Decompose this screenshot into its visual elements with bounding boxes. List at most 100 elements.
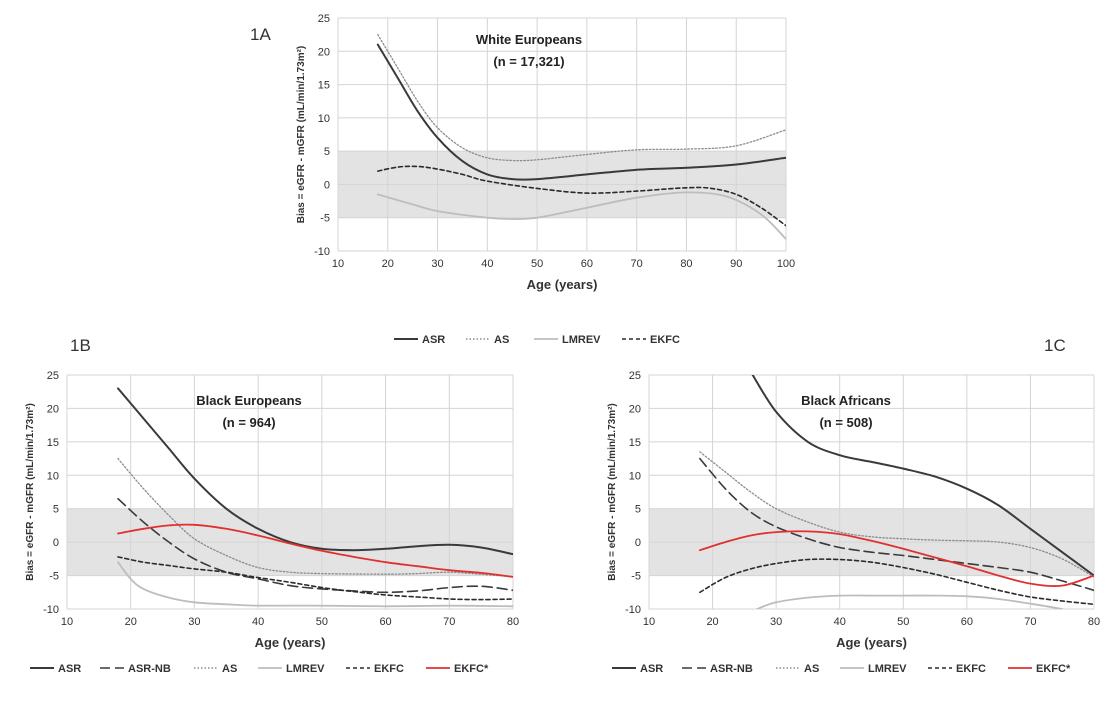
- chart-1b-series-ekfc: [117, 556, 513, 601]
- legend-bottom-left-label-ekfc-star: EKFC*: [454, 663, 489, 675]
- chart-1c-xtick-70: 70: [1024, 616, 1036, 628]
- chart-1a-ytick-15: 15: [318, 80, 330, 92]
- chart-1b-ytick-20: 20: [47, 403, 59, 415]
- chart-1c-ytick-10: 10: [629, 470, 641, 482]
- chart-1a-inset-n: (n = 17,321): [493, 54, 564, 69]
- chart-1a-xtick-90: 90: [730, 258, 742, 270]
- chart-1c-inset-title: Black Africans: [801, 393, 891, 408]
- legend-bottom-left: ASR ASR-NB AS LMREV EKFC EKFC*: [30, 663, 489, 675]
- chart-1b-xtick-80: 80: [507, 616, 519, 628]
- chart-1b-black-europeans: 10 20 30 40 50 60 70 80 -10 -5 0 5 10 15 20 25 Age (year…: [25, 370, 519, 650]
- chart-1b-ytick-0: 0: [53, 537, 59, 549]
- chart-1c-ytick-15: 15: [629, 437, 641, 449]
- chart-1c-series-as: [699, 451, 1094, 578]
- legend-bottom-left-label-asr: ASR: [58, 663, 81, 675]
- chart-1b-ylabel: Bias = eGFR - mGFR (mL/min/1.73m²): [25, 403, 36, 581]
- chart-1c-xtick-30: 30: [770, 616, 782, 628]
- chart-1b-ytick-15: 15: [47, 437, 59, 449]
- chart-1b-series-asr-nb: [117, 497, 513, 594]
- chart-1c-series-ekfc: [699, 558, 1094, 606]
- legend-top-label-lmrev: LMREV: [562, 334, 601, 346]
- legend-bottom-left-label-lmrev: LMREV: [286, 663, 325, 675]
- chart-1b-ytick-5: -5: [49, 571, 59, 583]
- chart-1c-xtick-10: 10: [643, 616, 655, 628]
- chart-1c-xtick-80: 80: [1088, 616, 1100, 628]
- chart-1b-xtick-70: 70: [443, 616, 455, 628]
- chart-1b-ytick-10: 10: [47, 470, 59, 482]
- legend-bottom-right-label-ekfc: EKFC: [956, 663, 986, 675]
- chart-1c-xtick-40: 40: [834, 616, 846, 628]
- chart-1a-xtick-40: 40: [481, 258, 493, 270]
- chart-1b-series-as: [117, 457, 513, 578]
- chart-1a-xtick-80: 80: [680, 258, 692, 270]
- chart-1b-inset-n: (n = 964): [222, 415, 275, 430]
- panel-label-1b: 1B: [70, 336, 91, 355]
- chart-1c-series-ekfc-star: [699, 530, 1094, 587]
- chart-1c-ytick-20: 20: [629, 403, 641, 415]
- chart-1a-ytick-10: -10: [314, 246, 330, 258]
- legend-bottom-right-label-as: AS: [804, 663, 819, 675]
- chart-1a-xtick-70: 70: [631, 258, 643, 270]
- chart-1a-xtick-10: 10: [332, 258, 344, 270]
- legend-bottom-right-label-asr-nb: ASR-NB: [710, 663, 753, 675]
- legend-bottom-left-label-as: AS: [222, 663, 237, 675]
- chart-1a-xtick-100: 100: [777, 258, 795, 270]
- panel-label-1c: 1C: [1044, 336, 1066, 355]
- chart-1a-series-lmrev: [376, 191, 786, 240]
- chart-1a-xtick-20: 20: [382, 258, 394, 270]
- chart-1a-ylabel: Bias = eGFR - mGFR (mL/min/1.73m²): [296, 46, 307, 224]
- legend-top-label-ekfc: EKFC: [650, 334, 680, 346]
- chart-1c-series-lmrev: [756, 594, 1064, 609]
- chart-1a-ytick-0: 0: [324, 179, 330, 191]
- chart-1a-ytick-5: 5: [324, 146, 330, 158]
- legend-bottom-left-label-asr-nb: ASR-NB: [128, 663, 171, 675]
- chart-1c-ytick-5: 5: [635, 504, 641, 516]
- chart-1b-series-asr: [117, 387, 513, 556]
- chart-1a-xlabel: Age (years): [527, 277, 598, 292]
- chart-1c-series-asr-nb: [699, 457, 1094, 592]
- chart-1a-xtick-30: 30: [431, 258, 443, 270]
- legend-bottom-right-label-asr: ASR: [640, 663, 663, 675]
- chart-1b-xtick-60: 60: [379, 616, 391, 628]
- chart-1a-ytick-5: -5: [320, 213, 330, 225]
- chart-1a-ytick-20: 20: [318, 46, 330, 58]
- chart-1a-series-as: [377, 33, 786, 162]
- chart-1b-xtick-50: 50: [316, 616, 328, 628]
- chart-1c-series-asr: [751, 375, 1094, 577]
- chart-1c-ytick-10: -10: [625, 604, 641, 616]
- legend-top-label-as: AS: [494, 334, 509, 346]
- panel-label-1a: 1A: [250, 25, 271, 44]
- chart-1a-series-asr: [376, 43, 786, 181]
- chart-1b-ytick-5: 5: [53, 504, 59, 516]
- chart-1a-xtick-50: 50: [531, 258, 543, 270]
- chart-1a-ytick-10: 10: [318, 113, 330, 125]
- chart-1c-ytick-0: 0: [635, 537, 641, 549]
- chart-1b-xtick-40: 40: [252, 616, 264, 628]
- chart-1c-ylabel: Bias = eGFR - mGFR (mL/min/1.73m²): [607, 403, 618, 581]
- chart-1a-white-europeans: 10 20 30 40 50 60 70 80 90 100 -10 -5 0 5 10 15 20 25 Age …: [296, 13, 795, 292]
- chart-1b-ytick-25: 25: [47, 370, 59, 382]
- chart-1b-xtick-30: 30: [188, 616, 200, 628]
- chart-1c-xtick-60: 60: [961, 616, 973, 628]
- legend-bottom-right-label-lmrev: LMREV: [868, 663, 907, 675]
- chart-1b-series-lmrev: [117, 561, 513, 608]
- chart-1c-ytick-5: -5: [631, 571, 641, 583]
- chart-1c-xtick-50: 50: [897, 616, 909, 628]
- chart-1b-series-ekfc-star: [117, 523, 513, 578]
- chart-1b-ytick-10: -10: [43, 604, 59, 616]
- legend-bottom-right: ASR ASR-NB AS LMREV EKFC EKFC*: [612, 663, 1071, 675]
- chart-1c-ytick-25: 25: [629, 370, 641, 382]
- chart-1a-inset-title: White Europeans: [476, 32, 582, 47]
- legend-top: ASR AS LMREV EKFC: [394, 334, 680, 346]
- chart-1c-xtick-20: 20: [706, 616, 718, 628]
- chart-1b-xtick-10: 10: [61, 616, 73, 628]
- legend-bottom-left-label-ekfc: EKFC: [374, 663, 404, 675]
- chart-1c-xlabel: Age (years): [836, 635, 907, 650]
- chart-1b-xlabel: Age (years): [255, 635, 326, 650]
- legend-bottom-right-label-ekfc-star: EKFC*: [1036, 663, 1071, 675]
- chart-1a-series-ekfc: [377, 165, 786, 227]
- chart-1a-ytick-25: 25: [318, 13, 330, 25]
- chart-1c-inset-n: (n = 508): [819, 415, 872, 430]
- legend-top-label-asr: ASR: [422, 334, 445, 346]
